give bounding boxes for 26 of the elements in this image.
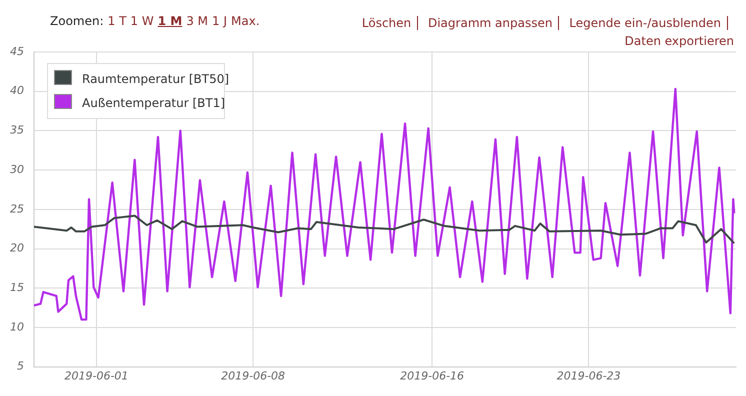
y-tick-label: 30 [10, 162, 24, 176]
text: Zoomen: [50, 14, 104, 28]
text: Löschen [362, 16, 418, 30]
x-tick-label: 2019-06-23 [556, 369, 621, 382]
y-tick-label: 10 [10, 320, 24, 334]
text: Legende ein-/ausblenden [569, 16, 728, 30]
x-tick-label: 2019-06-01 [64, 369, 128, 382]
text: 1 W [130, 14, 154, 28]
y-tick-label: 5 [16, 360, 24, 373]
y-tick-label: 35 [10, 124, 24, 137]
y-tick-label: 20 [10, 242, 24, 255]
x-tick-label: 2019-06-16 [400, 369, 464, 382]
legend-label: Raumtemperatur [BT50] [82, 72, 230, 86]
x-tick-label: 2019-06-08 [221, 369, 286, 382]
y-tick-label: 25 [10, 202, 24, 216]
text: Diagramm anpassen [428, 16, 560, 30]
text: Max. [231, 14, 260, 28]
text: 1 J [212, 14, 228, 28]
y-tick-label: 40 [10, 84, 24, 98]
text: 1 T [108, 14, 126, 28]
y-tick-label: 45 [10, 44, 24, 58]
text: 3 M [186, 14, 208, 28]
text: Daten exportieren [624, 34, 734, 48]
legend-label: Außentemperatur [BT1] [82, 96, 226, 110]
text: 1 M [158, 14, 182, 28]
y-tick-label: 15 [10, 280, 24, 294]
